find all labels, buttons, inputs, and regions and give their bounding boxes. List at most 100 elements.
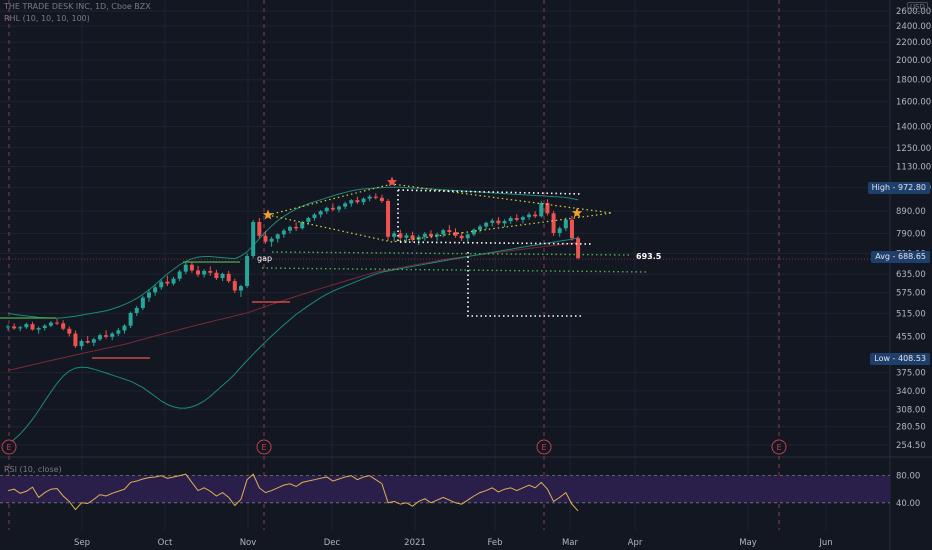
candle-body [12,326,17,329]
candle-body [281,230,286,235]
candle-body [48,322,53,326]
candle-body [300,221,305,229]
candle-body [18,327,23,329]
candle-body [404,235,409,238]
candle-body [496,220,501,224]
candle-body [349,200,354,204]
y-tick-label: 635.00 [896,270,926,280]
avg-price-tag: Avg - 688.65 [871,251,930,263]
candle-body [563,219,568,229]
y-tick-label: 254.50 [896,441,926,451]
candle-body [85,341,90,343]
candle-body [367,196,372,199]
avg-label: Avg [875,252,891,261]
candle-body [398,233,403,238]
candle-body [306,218,311,222]
candle-body [557,228,562,233]
x-tick-label: Oct [158,538,173,548]
earnings-marker-label: E [776,443,781,452]
pattern-annotations [0,176,890,359]
candle-body [471,229,476,235]
rsi-tick-label: 40.00 [896,499,920,509]
bollinger-lower [7,237,579,445]
low-value: 408.53 [898,354,926,363]
candle-body [245,256,250,287]
candle-body [355,200,360,203]
candle-body [202,271,207,275]
candle-body [545,202,550,214]
high-value: 972.80 [898,183,926,192]
candlestick-series [6,193,581,350]
candle-body [269,238,274,242]
y-tick-label: 2000.00 [896,56,931,66]
chart-title: THE TRADE DESK INC, 1D, Cboe BZX [4,2,151,11]
candle-body [422,233,427,237]
candle-body [312,214,317,219]
candle-body [146,292,151,298]
candle-body [379,197,384,201]
currency-badge[interactable]: USD [907,2,928,12]
y-tick-label: 575.00 [896,289,926,299]
candle-body [275,234,280,239]
rsi-line [7,473,579,512]
indicator-label: RHL (10, 10, 10, 100) [4,14,90,23]
candle-body [67,328,72,334]
candle-body [343,203,348,207]
candle-body [220,273,225,279]
candle-body [361,198,366,203]
candle-body [520,217,525,220]
candle-body [551,213,556,233]
candle-body [330,207,335,210]
candle-body [42,325,47,329]
rsi-tick-label: 80.00 [896,472,920,482]
support-line [271,251,631,256]
x-tick-label: Feb [487,538,502,548]
earnings-marker-label: E [6,443,11,452]
candle-body [73,333,78,347]
candle-body [324,207,329,212]
candle-body [514,218,519,220]
earnings-marker-label: E [261,443,266,452]
avg-value: 688.65 [898,252,926,261]
candle-body [428,233,433,237]
candle-body [24,324,29,328]
bollinger-bands [7,186,579,445]
y-tick-label: 1250.00 [896,144,931,154]
y-tick-label: 1600.00 [896,98,931,108]
candle-body [61,323,66,329]
candle-body [116,330,121,334]
candle-body [128,312,133,326]
candle-body [263,235,268,242]
candle-body [502,221,507,224]
x-tick-label: 2021 [404,538,426,548]
x-tick-label: Sep [74,538,90,548]
x-tick-label: Nov [240,538,257,548]
candle-body [226,273,231,282]
candle-body [527,214,532,218]
candle-body [30,324,35,330]
candle-body [153,287,158,293]
candle-body [55,322,60,324]
y-tick-label: 1400.00 [896,123,931,133]
candle-body [251,221,256,257]
y-tick-label: 2600.00 [896,7,931,17]
y-tick-label: 280.50 [896,423,926,433]
candle-body [484,222,489,227]
y-tick-label: 455.00 [896,332,926,342]
gap-annotation: gap [257,254,273,263]
star-marker [571,207,583,218]
y-tick-label: 1130.00 [896,163,931,173]
y-tick-label: 375.00 [896,369,926,379]
candle-body [318,211,323,215]
candle-body [539,202,544,217]
earnings-marker [1,439,17,455]
range-bottom-line [397,190,593,245]
candle-body [79,341,84,347]
gap-line [261,267,649,273]
bollinger-upper [7,186,579,319]
earnings-marker [536,439,552,455]
y-tick-label: 890.00 [896,207,926,217]
